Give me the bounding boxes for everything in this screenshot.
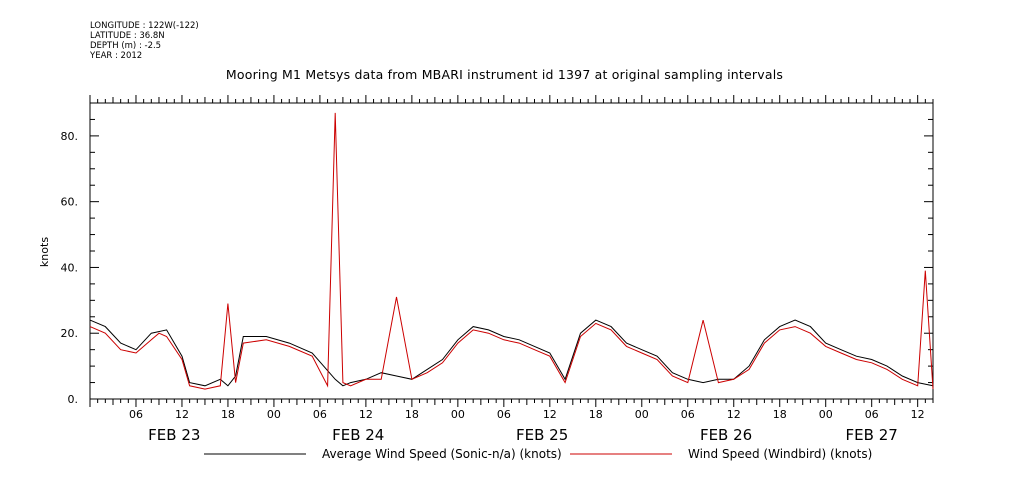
legend: Average Wind Speed (Sonic-n/a) (knots) Wi… (204, 447, 872, 461)
y-tick-label: 0. (68, 393, 79, 406)
x-tick-label: 00 (267, 408, 281, 421)
x-tick-label: 12 (175, 408, 189, 421)
x-tick-label: 00 (819, 408, 833, 421)
y-axis: 0. 20. 40. 60. 80. (61, 102, 933, 406)
y-tick-label: 20. (61, 327, 79, 340)
y-tick-label: 80. (61, 130, 79, 143)
x-tick-label: 06 (129, 408, 143, 421)
chart-title: Mooring M1 Metsys data from MBARI instru… (225, 67, 784, 82)
day-label: FEB 24 (332, 426, 384, 444)
y-tick-label: 60. (61, 196, 79, 209)
x-tick-label: 06 (681, 408, 695, 421)
x-tick-label: 12 (727, 408, 741, 421)
legend-label-2: Wind Speed (Windbird) (knots) (688, 447, 872, 461)
x-tick-label: 18 (221, 408, 235, 421)
depth-label: DEPTH (m) : -2.5 (90, 41, 162, 51)
plot-border (89, 102, 934, 400)
x-tick-label: 00 (451, 408, 465, 421)
x-tick-label: 06 (313, 408, 327, 421)
series-layer (89, 112, 934, 390)
day-label: FEB 25 (516, 426, 568, 444)
x-tick-label: 18 (589, 408, 603, 421)
series-line-2 (89, 112, 934, 390)
x-tick-label: 18 (773, 408, 787, 421)
day-label: FEB 27 (846, 426, 898, 444)
x-tick-label: 12 (911, 408, 925, 421)
x-tick-label: 06 (497, 408, 511, 421)
x-tick-label: 12 (543, 408, 557, 421)
location-metadata: LONGITUDE : 122W(-122) LATITUDE : 36.8N … (90, 21, 199, 61)
legend-label-1: Average Wind Speed (Sonic-n/a) (knots) (322, 447, 562, 461)
x-tick-label: 12 (359, 408, 373, 421)
longitude-label: LONGITUDE : 122W(-122) (90, 21, 199, 31)
series-line-1 (89, 319, 934, 387)
year-label: YEAR : 2012 (90, 51, 143, 61)
x-tick-label: 00 (635, 408, 649, 421)
y-axis-label: knots (38, 237, 51, 267)
plot-frame (89, 102, 934, 400)
day-label: FEB 26 (700, 426, 752, 444)
x-axis: 06 12 18 00 06 12 18 00 06 12 18 00 06 12 18 00 06 12 FEB … (89, 95, 934, 444)
day-label: FEB 23 (148, 426, 200, 444)
x-tick-label: 06 (865, 408, 879, 421)
y-tick-label: 40. (61, 261, 79, 274)
latitude-label: LATITUDE : 36.8N (90, 31, 165, 41)
x-tick-label: 18 (405, 408, 419, 421)
